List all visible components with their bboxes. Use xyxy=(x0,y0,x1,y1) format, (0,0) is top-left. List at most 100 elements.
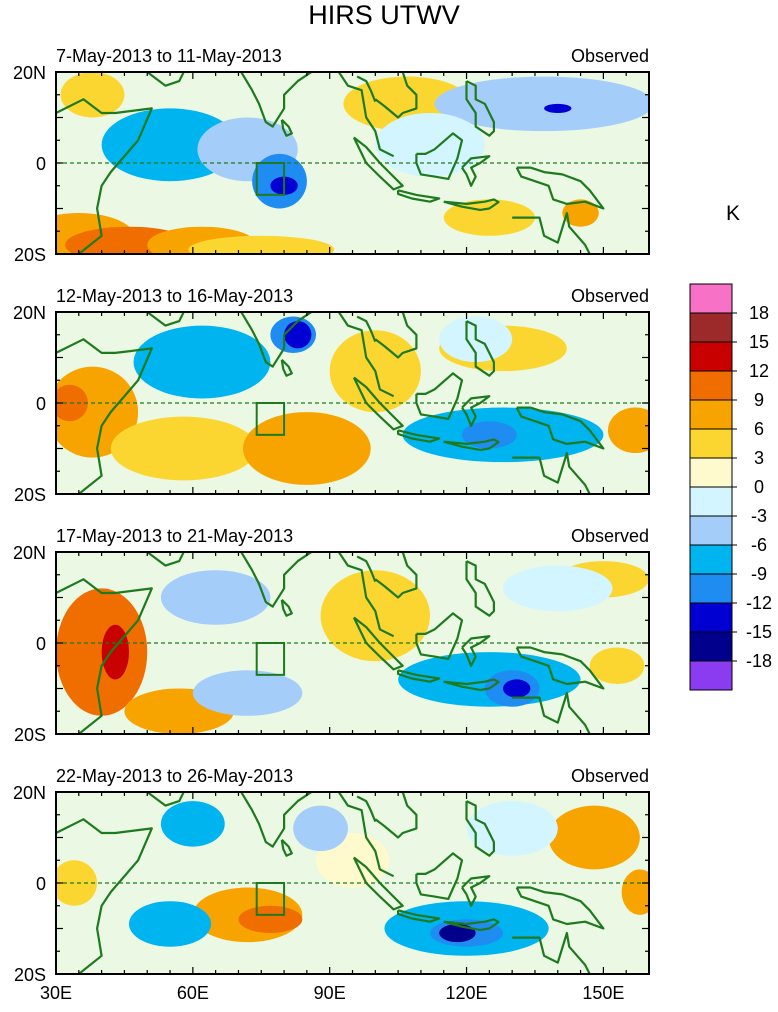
anomaly-blob xyxy=(284,321,312,349)
colorbar-unit: K xyxy=(726,202,740,225)
colorbar-label: -9 xyxy=(751,564,767,584)
colorbar-swatch xyxy=(689,283,733,314)
colorbar-swatch xyxy=(689,515,733,546)
reference-box xyxy=(255,162,286,196)
coastline xyxy=(146,792,185,807)
colorbar-label: 3 xyxy=(754,448,764,468)
anomaly-blob xyxy=(128,901,212,947)
coastline xyxy=(465,560,495,617)
colorbar-label: 6 xyxy=(754,419,764,439)
colorbar-swatch xyxy=(689,573,733,604)
anomaly-field xyxy=(56,72,649,254)
coastline xyxy=(415,132,464,180)
anomaly-blob xyxy=(56,860,98,906)
coastline xyxy=(415,612,464,661)
coastline xyxy=(146,312,185,327)
panels: 20N 0 20S 7-May-2013 to 11-May-2013 Observed… xyxy=(13,46,650,985)
y-tick-label: 20S xyxy=(14,965,46,985)
anomaly-blob xyxy=(548,805,640,870)
anomaly-blob xyxy=(544,103,572,113)
anomaly-blob xyxy=(589,647,645,684)
panel-observed-label: Observed xyxy=(571,526,649,546)
colorbar-label: 15 xyxy=(749,332,769,352)
coastline xyxy=(356,795,377,823)
panel-observed-label: Observed xyxy=(571,46,649,66)
map-panel: 20N 0 20S 7-May-2013 to 11-May-2013 Observed xyxy=(13,46,650,265)
colorbar-swatch xyxy=(689,370,733,401)
coastline xyxy=(443,918,500,932)
coastline xyxy=(512,212,591,254)
anomaly-blob xyxy=(503,679,531,698)
coastline xyxy=(56,818,153,974)
coastline xyxy=(374,792,418,839)
colorbar: K 18 15 12 9 6 3 0 -3 -6 -9 -12 -15 -18 xyxy=(689,202,772,691)
coastline xyxy=(415,372,464,420)
y-tick-label: 20N xyxy=(13,783,46,803)
reference-box xyxy=(255,642,286,676)
coastline xyxy=(465,80,495,137)
anomaly-blob xyxy=(160,570,271,625)
panel-observed-label: Observed xyxy=(571,286,649,306)
coastline xyxy=(465,800,495,857)
coastline xyxy=(280,119,293,137)
colorbar-swatch xyxy=(689,428,733,459)
coastlines xyxy=(56,312,605,494)
coastline xyxy=(515,646,605,690)
coastline xyxy=(146,72,185,87)
panel-observed-label: Observed xyxy=(571,766,649,786)
coastline xyxy=(515,166,605,210)
colorbar-label: -15 xyxy=(746,622,772,642)
colorbar-swatch xyxy=(689,399,733,430)
anomaly-blob xyxy=(160,801,225,847)
colorbar-swatch xyxy=(689,660,733,691)
anomaly-blob xyxy=(243,412,371,485)
coastline xyxy=(515,406,605,450)
anomaly-blob xyxy=(439,923,476,943)
coastline xyxy=(356,555,377,583)
colorbar-label: -6 xyxy=(751,535,767,555)
coastline xyxy=(56,578,153,734)
coastlines xyxy=(56,792,605,974)
y-tick-label: 20N xyxy=(13,63,46,83)
y-tick-label: 20S xyxy=(14,485,46,505)
coastline xyxy=(443,438,500,451)
coastline xyxy=(415,852,464,901)
colorbar-label: 9 xyxy=(754,390,764,410)
panel-date-range: 17-May-2013 to 21-May-2013 xyxy=(56,526,293,546)
y-tick-label: 20N xyxy=(13,303,46,323)
coastline xyxy=(374,552,418,599)
coastline xyxy=(56,98,153,254)
coastline xyxy=(56,338,153,494)
coastline xyxy=(352,376,404,431)
coastline xyxy=(397,429,441,443)
anomaly-blob xyxy=(192,670,303,716)
coastline xyxy=(280,359,293,377)
map-panel: 20N 0 20S 22-May-2013 to 26-May-2013 Observe… xyxy=(13,766,650,985)
panel-date-range: 7-May-2013 to 11-May-2013 xyxy=(56,46,282,66)
colorbar-swatch xyxy=(689,544,733,575)
coastlines xyxy=(56,552,605,734)
anomaly-blob xyxy=(466,801,558,856)
anomaly-blob xyxy=(607,407,649,454)
colorbar-swatch xyxy=(689,457,733,488)
colorbar-swatch xyxy=(689,312,733,343)
colorbar-swatch xyxy=(689,486,733,517)
coastline xyxy=(239,72,395,158)
anomaly-blob xyxy=(188,235,335,254)
coastline xyxy=(515,886,605,930)
colorbar-label: 12 xyxy=(749,361,769,381)
y-tick-label: 0 xyxy=(36,394,46,414)
coastline xyxy=(352,136,404,191)
coastline xyxy=(397,669,441,683)
anomaly-blob xyxy=(434,76,649,132)
anomaly-blob xyxy=(293,805,348,852)
coastline xyxy=(374,312,418,359)
coastline xyxy=(239,792,395,878)
anomaly-blob xyxy=(56,588,148,716)
anomaly-blob xyxy=(621,869,649,915)
colorbar-label: -18 xyxy=(746,651,772,671)
colorbar-labels: 18 15 12 9 6 3 0 -3 -6 -9 -12 -15 -18 xyxy=(732,303,772,671)
anomaly-blob xyxy=(320,570,431,662)
x-tick-label: 30E xyxy=(40,983,72,1003)
y-tick-label: 0 xyxy=(36,874,46,894)
